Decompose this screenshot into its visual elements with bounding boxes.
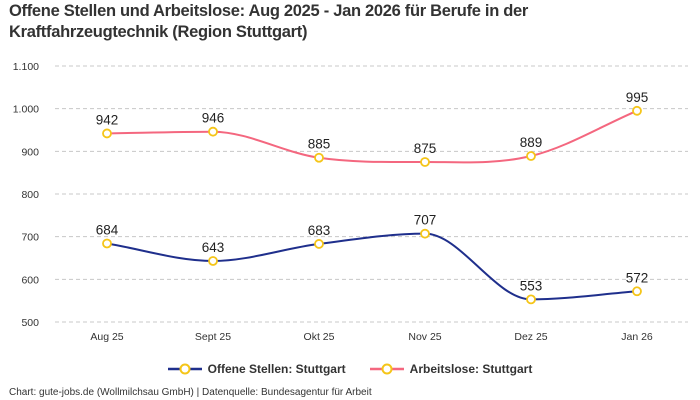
legend-marker-icon (369, 363, 404, 375)
data-point (420, 157, 430, 167)
data-point (314, 239, 324, 249)
y-tick-label: 600 (21, 274, 39, 286)
y-tick-label: 900 (21, 146, 39, 158)
data-label: 572 (626, 270, 649, 285)
data-point (526, 151, 536, 161)
x-tick-label: Okt 25 (304, 331, 335, 343)
legend-marker-icon (167, 363, 202, 375)
source-footer: Chart: gute-jobs.de (Wollmilchsau GmbH) … (9, 387, 372, 398)
y-tick-label: 500 (21, 317, 39, 329)
data-point (102, 238, 112, 249)
y-tick-label: 700 (21, 232, 39, 244)
data-point (526, 294, 536, 305)
data-label: 889 (520, 135, 543, 150)
chart-title: Offene Stellen und Arbeitslose: Aug 2025… (9, 2, 529, 41)
data-label: 707 (414, 213, 437, 228)
data-point (102, 128, 112, 139)
data-point (632, 105, 642, 116)
legend-item-offene-stellen[interactable]: Offene Stellen: Stuttgart (167, 362, 346, 376)
y-tick-label: 1.100 (13, 61, 39, 73)
data-label: 643 (202, 240, 225, 255)
data-label: 942 (96, 112, 119, 127)
data-label: 995 (626, 90, 649, 105)
data-point (208, 126, 218, 137)
data-label: 553 (520, 278, 543, 293)
y-tick-label: 800 (21, 189, 39, 201)
x-tick-label: Sept 25 (195, 331, 231, 343)
x-tick-label: Nov 25 (408, 331, 441, 343)
line-chart: 500 600 700 800 900 1.000 1.100 Aug 25 Sept 25 Ok… (13, 61, 688, 343)
data-point (208, 256, 218, 266)
data-label: 885 (308, 137, 331, 152)
y-tick-label: 1.000 (13, 104, 39, 116)
legend-label: Arbeitslose: Stuttgart (409, 362, 533, 376)
data-point (420, 228, 430, 239)
data-label: 683 (308, 223, 331, 238)
data-point (314, 152, 324, 163)
x-tick-label: Dez 25 (514, 331, 547, 343)
legend: Offene Stellen: Stuttgart Arbeitslose: S… (0, 362, 700, 376)
data-label: 875 (414, 141, 437, 156)
x-tick-label: Aug 25 (90, 331, 123, 343)
legend-label: Offene Stellen: Stuttgart (207, 362, 346, 376)
data-label: 684 (96, 222, 119, 237)
x-tick-label: Jan 26 (621, 331, 653, 343)
data-point (632, 286, 642, 297)
legend-item-arbeitslose[interactable]: Arbeitslose: Stuttgart (369, 362, 533, 376)
data-label: 946 (202, 111, 225, 126)
series-line-arbeitslose (106, 109, 638, 164)
series-line-offene-stellen (106, 232, 638, 301)
